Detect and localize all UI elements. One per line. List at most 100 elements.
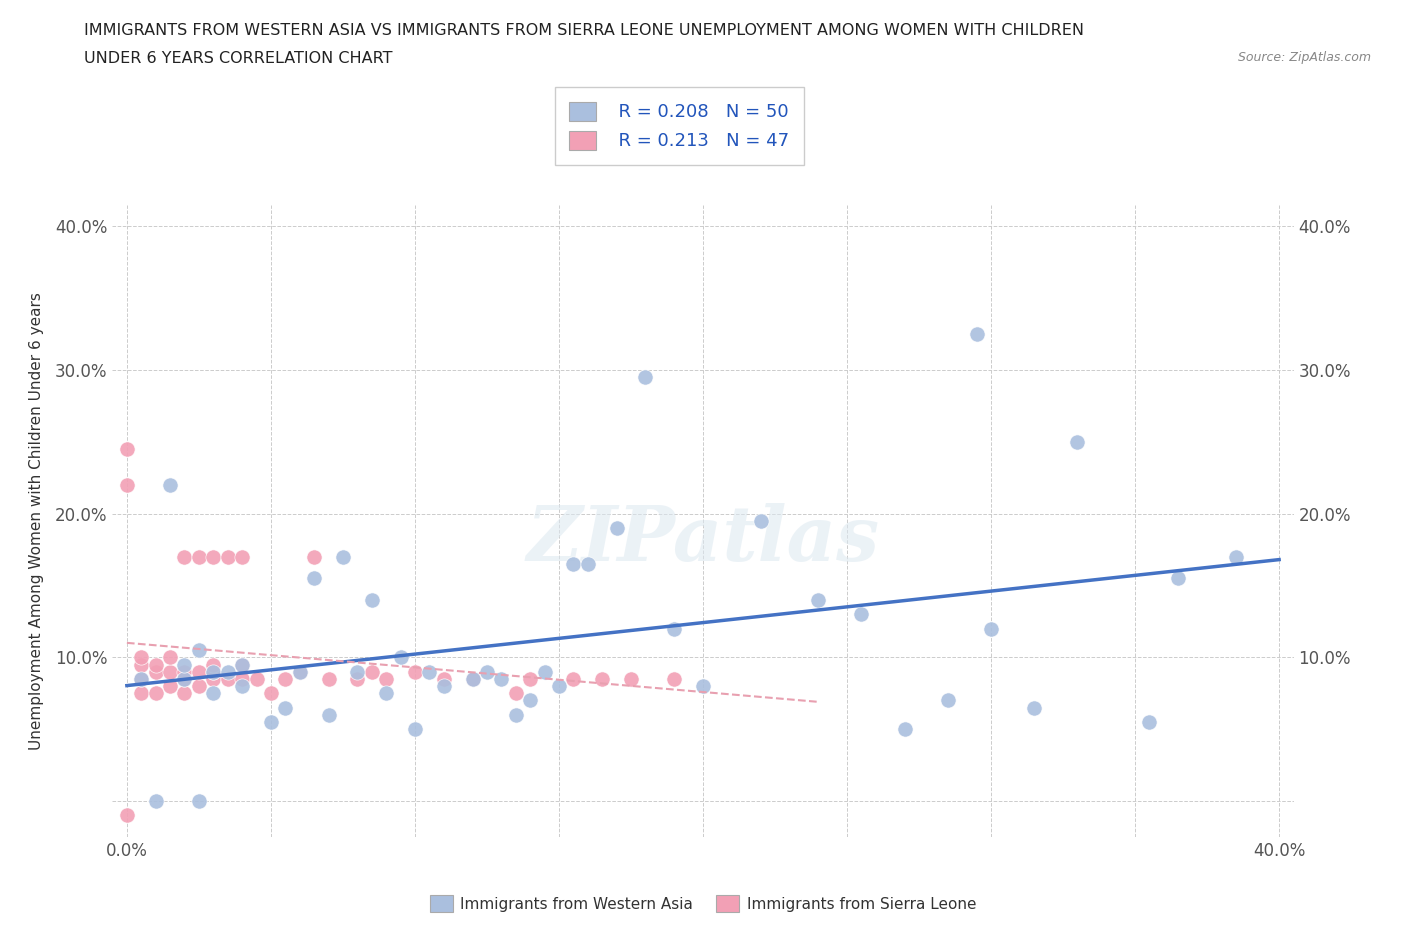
Point [187, 664, 209, 679]
Point [980, 621, 1002, 636]
Point [404, 722, 426, 737]
Point [187, 679, 209, 694]
Point [807, 592, 830, 607]
Point [692, 679, 714, 694]
Point [1024, 700, 1046, 715]
Point [606, 521, 628, 536]
Point [318, 671, 340, 686]
Point [288, 664, 311, 679]
Point [245, 671, 267, 686]
Point [302, 550, 325, 565]
Point [173, 685, 195, 700]
Point [389, 650, 412, 665]
Point [548, 679, 571, 694]
Point [115, 442, 138, 457]
Point [1167, 571, 1189, 586]
Point [145, 658, 167, 672]
Point [519, 671, 541, 686]
Text: Source: ZipAtlas.com: Source: ZipAtlas.com [1237, 51, 1371, 64]
Point [664, 621, 686, 636]
Point [129, 671, 152, 686]
Point [173, 664, 195, 679]
Point [966, 326, 988, 341]
Point [1139, 714, 1161, 729]
Point [187, 643, 209, 658]
Point [346, 664, 368, 679]
Point [129, 685, 152, 700]
Point [217, 550, 239, 565]
Point [159, 650, 181, 665]
Point [461, 671, 484, 686]
Point [115, 477, 138, 492]
Point [173, 550, 195, 565]
Point [664, 671, 686, 686]
Point [159, 664, 181, 679]
Point [115, 808, 138, 823]
Point [634, 369, 657, 384]
Text: ZIPatlas: ZIPatlas [526, 503, 880, 577]
Point [202, 658, 225, 672]
Point [129, 671, 152, 686]
Point [187, 793, 209, 808]
Point [202, 664, 225, 679]
Point [1066, 434, 1088, 449]
Point [145, 664, 167, 679]
Point [231, 658, 253, 672]
Point [418, 664, 440, 679]
Point [231, 658, 253, 672]
Point [274, 671, 297, 686]
Point [491, 671, 513, 686]
Point [475, 664, 498, 679]
Point [505, 685, 527, 700]
Point [936, 693, 959, 708]
Point [173, 671, 195, 686]
Point [231, 550, 253, 565]
Point [129, 650, 152, 665]
Point [461, 671, 484, 686]
Point [562, 671, 585, 686]
Point [346, 671, 368, 686]
Point [217, 664, 239, 679]
Y-axis label: Unemployment Among Women with Children Under 6 years: Unemployment Among Women with Children U… [30, 292, 44, 750]
Legend: Immigrants from Western Asia, Immigrants from Sierra Leone: Immigrants from Western Asia, Immigrants… [423, 889, 983, 918]
Point [202, 550, 225, 565]
Point [202, 671, 225, 686]
Point [1225, 550, 1247, 565]
Point [433, 671, 456, 686]
Point [749, 513, 772, 528]
Point [893, 722, 915, 737]
Point [288, 664, 311, 679]
Point [202, 685, 225, 700]
Point [231, 671, 253, 686]
Point [433, 679, 456, 694]
Point [217, 671, 239, 686]
Point [375, 671, 398, 686]
Point [260, 685, 283, 700]
Point [533, 664, 555, 679]
Point [620, 671, 643, 686]
Point [173, 671, 195, 686]
Point [318, 708, 340, 723]
Point [404, 664, 426, 679]
Text: UNDER 6 YEARS CORRELATION CHART: UNDER 6 YEARS CORRELATION CHART [84, 51, 392, 66]
Point [129, 658, 152, 672]
Text: IMMIGRANTS FROM WESTERN ASIA VS IMMIGRANTS FROM SIERRA LEONE UNEMPLOYMENT AMONG : IMMIGRANTS FROM WESTERN ASIA VS IMMIGRAN… [84, 23, 1084, 38]
Point [360, 592, 382, 607]
Point [576, 556, 599, 571]
Point [562, 556, 585, 571]
Point [159, 679, 181, 694]
Point [202, 664, 225, 679]
Point [505, 708, 527, 723]
Point [302, 571, 325, 586]
Point [145, 793, 167, 808]
Point [231, 679, 253, 694]
Point [145, 685, 167, 700]
Point [173, 658, 195, 672]
Point [851, 606, 873, 621]
Point [332, 550, 354, 565]
Point [159, 477, 181, 492]
Point [591, 671, 613, 686]
Point [360, 664, 382, 679]
Point [375, 685, 398, 700]
Point [274, 700, 297, 715]
